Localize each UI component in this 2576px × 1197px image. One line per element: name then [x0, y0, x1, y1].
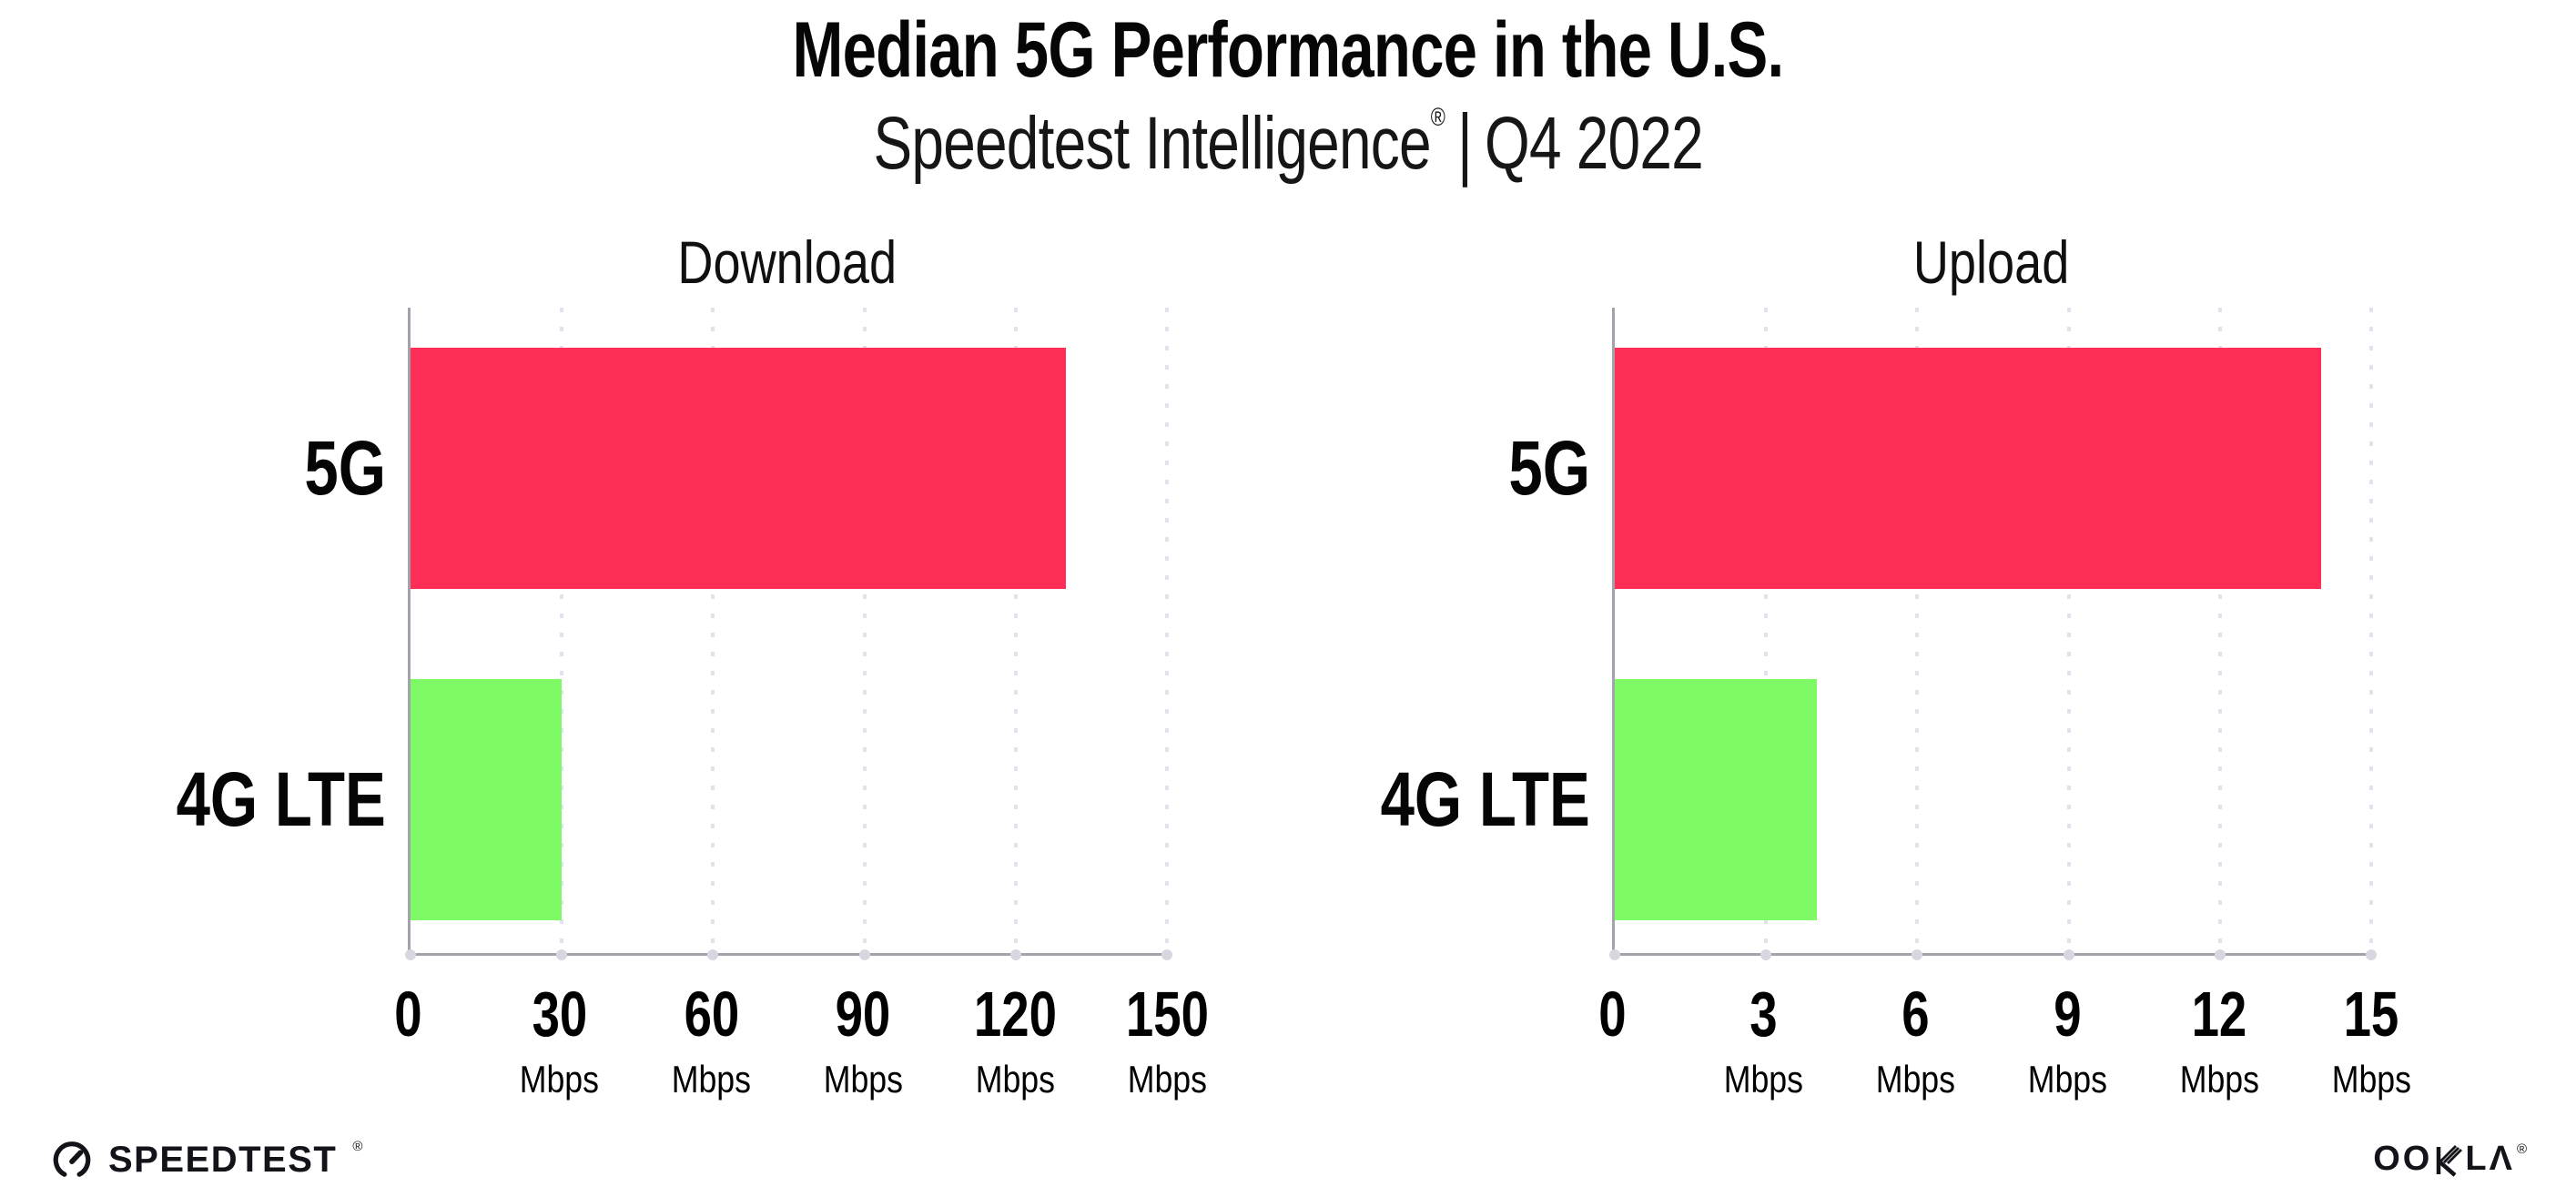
tick-unit: Mbps [2179, 1058, 2259, 1101]
download-chart: Download 5G 4G LTE 0 30 Mbps 60 Mbps 90 Mbps 120… [107, 208, 1209, 1111]
axis-dot [2366, 949, 2377, 960]
axis-dot [1609, 949, 1620, 960]
tick-value: 60 [684, 979, 739, 1050]
ookla-wordmark-a: Λ [2489, 1140, 2515, 1178]
gridline [560, 308, 564, 953]
speedtest-wordmark: SPEEDTEST [108, 1139, 338, 1180]
tick-unit: Mbps [520, 1058, 600, 1101]
ookla-wordmark-l: L [2465, 1140, 2490, 1178]
bar-4g-lte [1615, 679, 1817, 920]
tick-unit: Mbps [1127, 1058, 1207, 1101]
page-subtitle: Speedtest Intelligence® | Q4 2022 [0, 98, 2576, 188]
ookla-logo: OO L Λ ® [2373, 1140, 2527, 1179]
category-label: 5G [304, 425, 386, 511]
gridline [2369, 308, 2373, 953]
category-label: 4G LTE [176, 756, 386, 842]
bar-4g-lte [411, 679, 563, 920]
gridline [1013, 308, 1018, 953]
ookla-k-icon [2437, 1144, 2463, 1177]
axis-dot [1009, 949, 1021, 960]
tick-value: 15 [2343, 979, 2399, 1050]
axis-dot [1912, 949, 1923, 960]
chart-title-download: Download [677, 228, 898, 296]
axis-dot [2063, 949, 2074, 960]
plot-area [405, 308, 1172, 960]
tick-unit: Mbps [975, 1058, 1055, 1101]
tick-value: 90 [836, 979, 891, 1050]
x-axis: 0 30 Mbps 60 Mbps 90 Mbps 120 Mbps 150 Mbps [394, 956, 1209, 1111]
header: Median 5G Performance in the U.S. Speedt… [0, 0, 2576, 188]
gridline [2217, 308, 2222, 953]
gridline [2066, 308, 2071, 953]
tick-unit: Mbps [823, 1058, 904, 1101]
tick-value: 0 [1597, 979, 1627, 1050]
x-axis: 0 3 Mbps 6 Mbps 9 Mbps 12 Mbps 15 Mbps [1598, 956, 2411, 1111]
gridline [862, 308, 867, 953]
tick-unit: Mbps [1875, 1058, 1956, 1101]
axis-dot [1760, 949, 1772, 960]
tick-value: 120 [973, 979, 1057, 1050]
tick-value: 30 [532, 979, 588, 1050]
axis-dot [707, 949, 719, 960]
axis-dot [556, 949, 568, 960]
speedtest-gauge-icon [53, 1141, 91, 1177]
axis-dot [405, 949, 416, 960]
category-label: 4G LTE [1380, 756, 1590, 842]
registered-mark: ® [1430, 102, 1445, 131]
tick-value: 12 [2191, 979, 2247, 1050]
category-label: 5G [1508, 425, 1590, 511]
plot-area [1609, 308, 2377, 960]
tick-unit: Mbps [671, 1058, 752, 1101]
page-title: Median 5G Performance in the U.S. [792, 6, 1785, 94]
gridline [711, 308, 715, 953]
tick-value: 150 [1125, 979, 1209, 1050]
ookla-registered-mark: ® [2516, 1141, 2527, 1157]
tick-value: 3 [1749, 979, 1778, 1050]
gridline [1915, 308, 1920, 953]
speedtest-registered-mark: ® [352, 1139, 363, 1154]
axis-dot [2214, 949, 2226, 960]
axis-dot [1161, 949, 1172, 960]
tick-unit: Mbps [2027, 1058, 2108, 1101]
chart-title-upload: Upload [1913, 228, 2070, 296]
bar-5g [1615, 348, 2321, 589]
speedtest-logo: SPEEDTEST ® [49, 1137, 362, 1182]
tick-value: 6 [1902, 979, 1930, 1050]
gridline [1165, 308, 1169, 953]
category-labels: 5G 4G LTE [1312, 308, 1612, 956]
upload-chart: Upload 5G 4G LTE 0 3 Mbps 6 Mbps 9 Mbps 12 Mbps 15… [1312, 208, 2411, 1111]
tick-unit: Mbps [1724, 1058, 1804, 1101]
gridline [1764, 308, 1769, 953]
subtitle-separator: | [1456, 97, 1473, 188]
bar-5g [411, 348, 1067, 589]
subtitle-brand: Speedtest Intelligence [873, 101, 1431, 185]
tick-unit: Mbps [2331, 1058, 2411, 1101]
category-labels: 5G 4G LTE [107, 308, 408, 956]
tick-value: 9 [2054, 979, 2082, 1050]
ookla-wordmark-oo: OO [2373, 1140, 2433, 1178]
tick-value: 0 [393, 979, 422, 1050]
subtitle-period: Q4 2022 [1484, 101, 1704, 185]
axis-dot [858, 949, 870, 960]
